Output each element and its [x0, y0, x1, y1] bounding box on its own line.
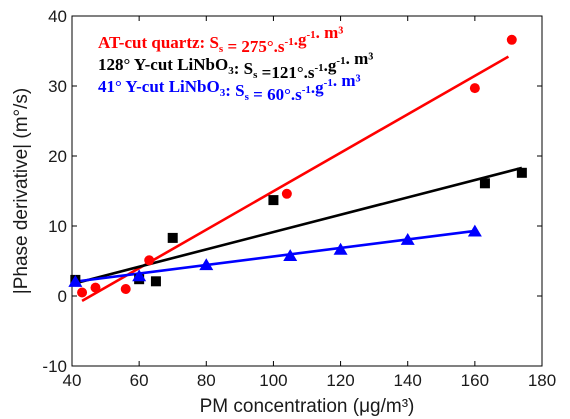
data-point-circle — [120, 284, 131, 294]
legend-entry: 41° Y-cut LiNbO3: Ss = 60°.s-1.g-1. m³ — [98, 71, 361, 104]
data-point-circle — [506, 34, 517, 45]
y-tick-label: 40 — [48, 7, 67, 26]
x-tick-label: 100 — [259, 371, 287, 390]
data-point-square — [150, 276, 161, 287]
data-point-circle — [281, 188, 292, 199]
data-point-circle — [144, 255, 155, 266]
x-tick-label: 120 — [326, 371, 354, 390]
data-point-square — [479, 178, 490, 189]
x-tick-label: 180 — [528, 371, 556, 390]
y-axis-label: |Phase derivative| (m°/s) — [11, 88, 32, 294]
data-point-triangle — [333, 242, 348, 255]
data-point-triangle — [400, 233, 415, 245]
legend: AT-cut quartz: Ss = 275°.s-1.g-1. m³128°… — [98, 23, 373, 104]
x-tick-label: 160 — [461, 371, 489, 390]
legend-entry: AT-cut quartz: Ss = 275°.s-1.g-1. m³ — [98, 23, 343, 56]
x-tick-label: 140 — [394, 371, 422, 390]
x-axis-label: PM concentration (μg/m³) — [200, 396, 415, 417]
data-point-triangle — [283, 249, 298, 261]
axes: 40 60 80 100 120 140 160 180 -10 0 10 20 30 40 PM conc… — [11, 7, 556, 417]
fit-line — [71, 229, 476, 284]
data-point-triangle — [68, 275, 83, 287]
data-point-triangle — [199, 258, 214, 271]
x-tick-label: 80 — [197, 371, 216, 390]
data-point-triangle — [132, 269, 147, 282]
x-tick-label: 60 — [130, 371, 149, 390]
data-point-circle — [90, 282, 101, 293]
data-point-square — [167, 232, 178, 243]
fit-line — [71, 166, 523, 286]
data-points — [68, 34, 527, 298]
plot-frame — [71, 15, 543, 367]
y-tick-label: 10 — [48, 217, 67, 236]
data-point-square — [268, 195, 279, 206]
x-tick-label: 40 — [63, 371, 82, 390]
y-tick-label: -10 — [42, 357, 67, 376]
data-point-square — [516, 167, 527, 178]
y-tick-label: 0 — [58, 287, 67, 306]
y-tick-label: 20 — [48, 147, 67, 166]
data-point-circle — [77, 287, 88, 298]
data-point-circle — [469, 83, 480, 94]
data-point-triangle — [467, 224, 482, 237]
legend-entry: 128° Y-cut LiNbO3: Ss =121°.s-1.g-1. m³ — [98, 49, 373, 82]
y-tick-label: 30 — [48, 77, 67, 96]
